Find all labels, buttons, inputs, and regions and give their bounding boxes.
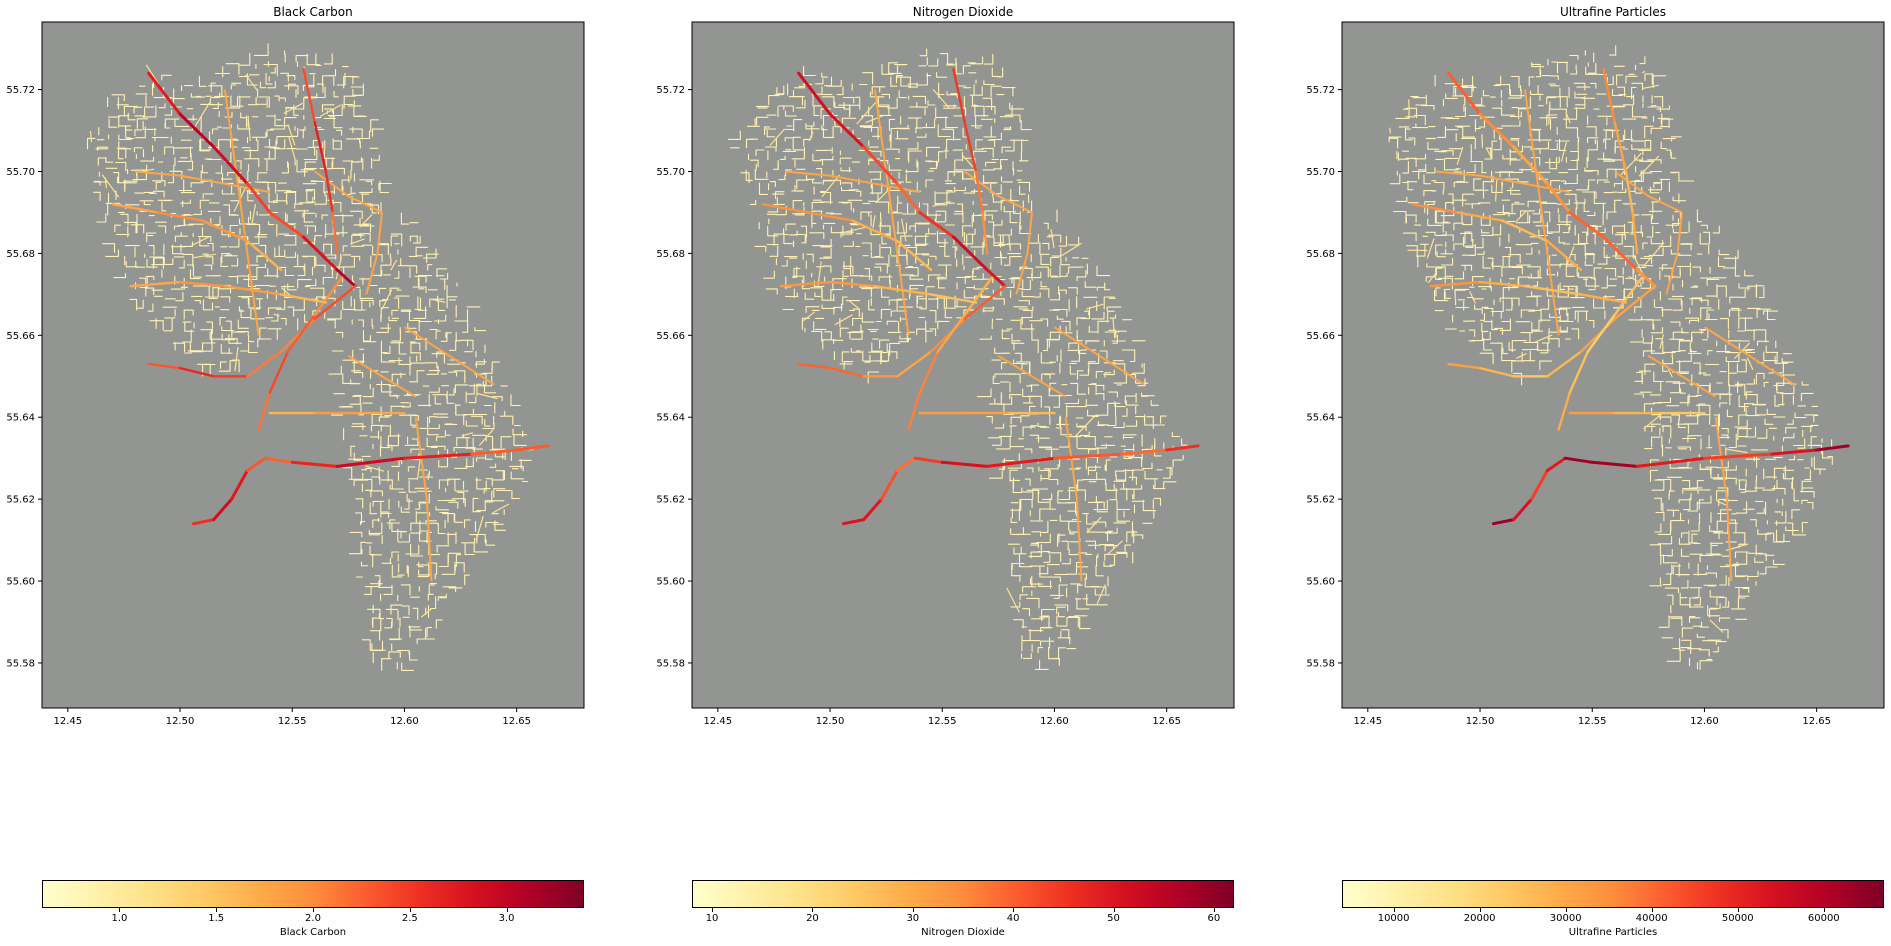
- x-tick-label: 12.65: [1802, 716, 1831, 727]
- y-tick-label: 55.68: [1306, 249, 1335, 260]
- y-tick-label: 55.60: [656, 577, 685, 588]
- x-tick-label: 12.55: [278, 716, 307, 727]
- colorbar-tick-label: 1.5: [208, 913, 225, 924]
- colorbar-tick-label: 60: [1207, 913, 1221, 924]
- colorbar-tick-label: 10: [705, 913, 719, 924]
- colorbar-tick-label: 50: [1107, 913, 1120, 924]
- colorbar: [1342, 880, 1884, 908]
- map-background: [1342, 22, 1884, 708]
- colorbar-tick: [1479, 908, 1481, 912]
- y-tick-label: 55.70: [656, 167, 685, 178]
- x-tick-label: 12.60: [390, 716, 419, 727]
- colorbar-tick-label: 50000: [1721, 913, 1754, 924]
- colorbar-tick-label: 20000: [1463, 913, 1496, 924]
- x-tick-label: 12.50: [816, 716, 845, 727]
- x-tick-label: 12.45: [1353, 716, 1382, 727]
- y-tick-label: 55.66: [6, 331, 35, 342]
- x-tick-label: 12.45: [53, 716, 82, 727]
- colorbar-label: Black Carbon: [279, 927, 347, 938]
- map-frame: [41, 21, 585, 709]
- x-tick-label: 12.65: [502, 716, 531, 727]
- x-tick-label: 12.45: [703, 716, 732, 727]
- colorbar-tick-label: 30000: [1549, 913, 1582, 924]
- y-tick-label: 55.72: [656, 85, 685, 96]
- y-tick-label: 55.70: [1306, 167, 1335, 178]
- colorbar-tick: [1013, 908, 1015, 912]
- map-frame: [691, 21, 1235, 709]
- colorbar-tick-label: 40: [1006, 913, 1020, 924]
- colorbar-tick-label: 2.0: [305, 913, 321, 924]
- map-title: Nitrogen Dioxide: [912, 5, 1014, 19]
- y-tick-label: 55.66: [1306, 331, 1335, 342]
- y-tick-label: 55.62: [6, 495, 35, 506]
- colorbar-tick-label: 2.5: [401, 913, 418, 924]
- x-tick-label: 12.65: [1152, 716, 1181, 727]
- y-tick-label: 55.58: [656, 658, 685, 669]
- y-tick-label: 55.64: [656, 413, 685, 424]
- panel-ultrafine-particles: Ultrafine Particles 12.45 12.50 12.55 12.60…: [1300, 0, 1885, 946]
- colorbar-tick: [1651, 908, 1653, 912]
- y-tick-label: 55.72: [1306, 85, 1335, 96]
- colorbar-label: Nitrogen Dioxide: [921, 927, 1005, 938]
- y-tick-label: 55.72: [6, 85, 35, 96]
- colorbar-tick: [1737, 908, 1739, 912]
- x-tick-label: 12.60: [1690, 716, 1719, 727]
- colorbar-tick: [1393, 908, 1395, 912]
- colorbar-tick-label: 30: [906, 913, 920, 924]
- panel-nitrogen-dioxide: Nitrogen Dioxide 12.45 12.50 12.55 12.60 12.…: [650, 0, 1235, 946]
- colorbar-tick-label: 60000: [1807, 913, 1840, 924]
- colorbar-tick: [1113, 908, 1115, 912]
- y-tick-label: 55.62: [1306, 495, 1335, 506]
- map-background: [42, 22, 584, 708]
- map-title: Ultrafine Particles: [1559, 5, 1667, 19]
- colorbar-tick: [1823, 908, 1825, 912]
- road-map: 12.45 12.50 12.55 12.60 12.65 55.72 55.70 55.68…: [6, 21, 585, 727]
- colorbar-tick: [216, 908, 218, 912]
- map-title: Black Carbon: [273, 5, 353, 19]
- x-tick-label: 12.60: [1040, 716, 1069, 727]
- colorbar-tick-label: 20: [806, 913, 819, 924]
- colorbar-tick-label: 10000: [1377, 913, 1410, 924]
- colorbar-tick: [812, 908, 814, 912]
- y-tick-label: 55.62: [656, 495, 685, 506]
- colorbar-tick: [313, 908, 314, 912]
- colorbar-tick-label: 1.0: [111, 913, 128, 924]
- colorbar-tick: [1213, 908, 1215, 912]
- y-tick-label: 55.64: [1306, 413, 1335, 424]
- y-tick-label: 55.64: [6, 413, 35, 424]
- colorbar: [692, 880, 1234, 908]
- colorbar: [42, 880, 584, 908]
- x-tick-label: 12.50: [1466, 716, 1495, 727]
- colorbar-tick: [1565, 908, 1567, 912]
- colorbar-label: Ultrafine Particles: [1568, 927, 1658, 938]
- y-tick-label: 55.60: [6, 577, 35, 588]
- x-tick-label: 12.50: [166, 716, 195, 727]
- colorbar-tick: [119, 908, 121, 912]
- colorbar-tick: [912, 908, 914, 912]
- y-tick-label: 55.58: [6, 658, 35, 669]
- x-tick-label: 12.55: [1578, 716, 1607, 727]
- y-tick-label: 55.60: [1306, 577, 1335, 588]
- map-background: [692, 22, 1234, 708]
- colorbar-tick: [712, 908, 714, 912]
- x-tick-label: 12.55: [928, 716, 957, 727]
- y-tick-label: 55.68: [6, 249, 35, 260]
- y-tick-label: 55.66: [656, 331, 685, 342]
- colorbar-tick-label: 3.0: [498, 913, 515, 924]
- road-map: 12.45 12.50 12.55 12.60 12.65 55.72 55.70 55.68…: [1306, 21, 1885, 727]
- colorbar-tick-label: 40000: [1635, 913, 1668, 924]
- y-tick-label: 55.58: [1306, 658, 1335, 669]
- map-frame: [1341, 21, 1885, 709]
- y-tick-label: 55.70: [6, 167, 35, 178]
- colorbar-tick: [506, 908, 508, 912]
- y-tick-label: 55.68: [656, 249, 685, 260]
- road-map: 12.45 12.50 12.55 12.60 12.65 55.72 55.70 55.68…: [656, 21, 1235, 727]
- panel-black-carbon: Black Carbon 12.45 12.50 12.55 12.60 12.65 55…: [0, 0, 585, 946]
- colorbar-tick: [409, 908, 411, 912]
